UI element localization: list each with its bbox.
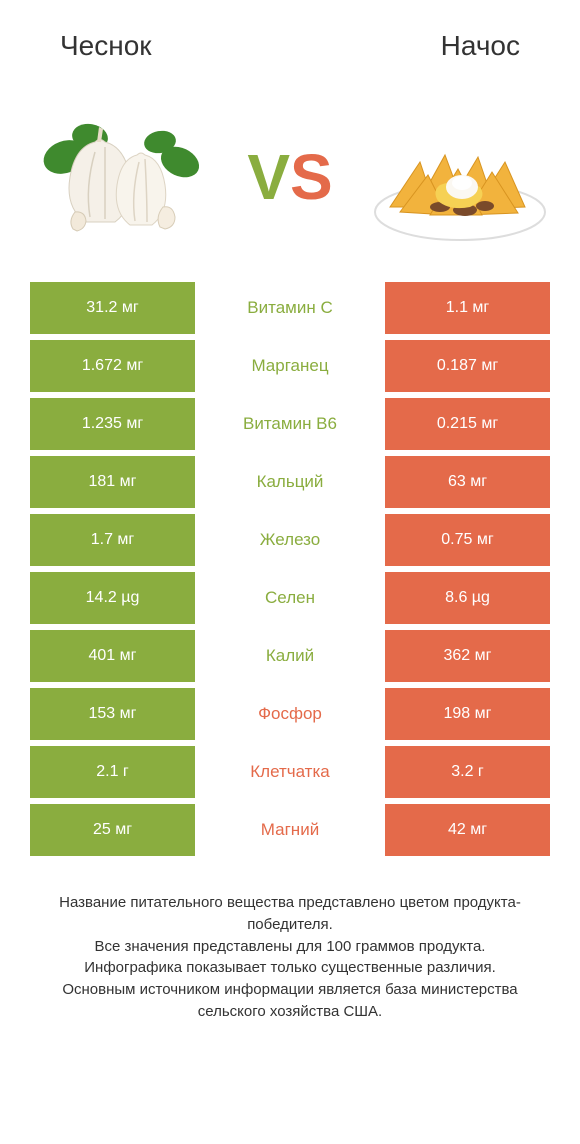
cell-right-value: 362 мг [385, 630, 550, 682]
cell-nutrient-label: Селен [195, 572, 385, 624]
title-left: Чеснок [60, 30, 152, 62]
cell-left-value: 31.2 мг [30, 282, 195, 334]
table-row: 2.1 гКлетчатка3.2 г [30, 746, 550, 798]
vs-s: S [290, 141, 333, 213]
hero-row: VS [0, 82, 580, 282]
cell-nutrient-label: Железо [195, 514, 385, 566]
header: Чеснок Начос [0, 0, 580, 82]
cell-nutrient-label: Клетчатка [195, 746, 385, 798]
table-row: 1.672 мгМарганец0.187 мг [30, 340, 550, 392]
table-row: 153 мгФосфор198 мг [30, 688, 550, 740]
cell-right-value: 0.75 мг [385, 514, 550, 566]
cell-nutrient-label: Фосфор [195, 688, 385, 740]
table-row: 1.235 мгВитамин B60.215 мг [30, 398, 550, 450]
cell-nutrient-label: Магний [195, 804, 385, 856]
table-row: 181 мгКальций63 мг [30, 456, 550, 508]
cell-nutrient-label: Марганец [195, 340, 385, 392]
cell-right-value: 42 мг [385, 804, 550, 856]
cell-left-value: 181 мг [30, 456, 195, 508]
footer-line: Все значения представлены для 100 граммо… [30, 936, 550, 958]
garlic-image [30, 107, 210, 247]
cell-right-value: 1.1 мг [385, 282, 550, 334]
table-row: 25 мгМагний42 мг [30, 804, 550, 856]
cell-left-value: 25 мг [30, 804, 195, 856]
vs-label: VS [247, 140, 332, 214]
cell-nutrient-label: Витамин B6 [195, 398, 385, 450]
footer-line: Название питательного вещества представл… [30, 892, 550, 936]
footer-line: Инфографика показывает только существенн… [30, 957, 550, 979]
nachos-image [370, 107, 550, 247]
vs-v: V [247, 141, 290, 213]
cell-right-value: 0.215 мг [385, 398, 550, 450]
table-row: 1.7 мгЖелезо0.75 мг [30, 514, 550, 566]
cell-left-value: 1.7 мг [30, 514, 195, 566]
cell-nutrient-label: Витамин C [195, 282, 385, 334]
cell-nutrient-label: Кальций [195, 456, 385, 508]
cell-left-value: 401 мг [30, 630, 195, 682]
title-right: Начос [441, 30, 520, 62]
table-row: 31.2 мгВитамин C1.1 мг [30, 282, 550, 334]
cell-left-value: 153 мг [30, 688, 195, 740]
comparison-table: 31.2 мгВитамин C1.1 мг1.672 мгМарганец0.… [0, 282, 580, 856]
cell-left-value: 1.672 мг [30, 340, 195, 392]
footer-note: Название питательного вещества представл… [0, 862, 580, 1023]
footer-line: Основным источником информации является … [30, 979, 550, 1023]
cell-left-value: 1.235 мг [30, 398, 195, 450]
cell-left-value: 14.2 µg [30, 572, 195, 624]
cell-right-value: 0.187 мг [385, 340, 550, 392]
cell-right-value: 3.2 г [385, 746, 550, 798]
cell-right-value: 198 мг [385, 688, 550, 740]
cell-nutrient-label: Калий [195, 630, 385, 682]
cell-left-value: 2.1 г [30, 746, 195, 798]
table-row: 14.2 µgСелен8.6 µg [30, 572, 550, 624]
cell-right-value: 8.6 µg [385, 572, 550, 624]
cell-right-value: 63 мг [385, 456, 550, 508]
table-row: 401 мгКалий362 мг [30, 630, 550, 682]
